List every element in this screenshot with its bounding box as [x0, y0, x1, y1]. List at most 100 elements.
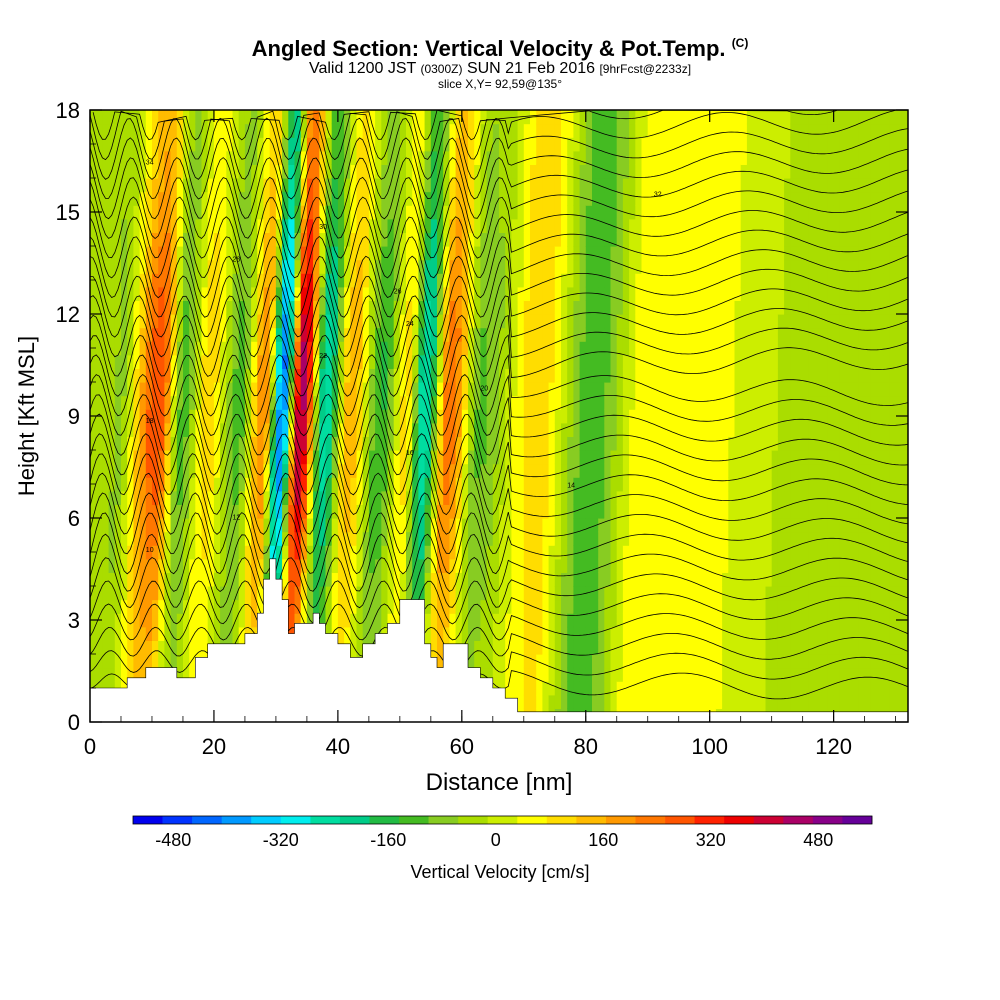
velocity-cell [585, 205, 593, 220]
velocity-cell [629, 667, 636, 682]
velocity-cell [139, 640, 147, 655]
velocity-cell [722, 572, 729, 587]
velocity-cell [406, 518, 413, 533]
velocity-cell [573, 572, 581, 587]
velocity-cell [164, 436, 172, 451]
velocity-cell [461, 123, 469, 138]
velocity-cell [561, 545, 568, 560]
velocity-cell [492, 395, 500, 410]
velocity-cell [765, 341, 773, 356]
velocity-cell [480, 341, 488, 356]
velocity-cell [443, 450, 450, 465]
velocity-cell [585, 531, 593, 546]
velocity-cell [697, 191, 705, 206]
velocity-cell [542, 150, 550, 165]
velocity-cell [722, 422, 729, 437]
velocity-cell [771, 368, 779, 383]
velocity-cell [740, 409, 748, 424]
velocity-cell [585, 218, 593, 233]
velocity-cell [108, 558, 116, 573]
velocity-cell [350, 531, 358, 546]
velocity-cell [133, 382, 141, 397]
velocity-cell [468, 150, 475, 165]
velocity-cell [746, 640, 754, 655]
velocity-cell [96, 463, 103, 478]
velocity-cell [604, 123, 612, 138]
velocity-cell [282, 327, 289, 342]
velocity-cell [647, 205, 655, 220]
velocity-cell [313, 586, 320, 601]
velocity-cell [567, 314, 574, 329]
velocity-cell [244, 259, 252, 274]
velocity-cell [195, 246, 203, 261]
velocity-cell [660, 341, 667, 356]
velocity-cell [530, 327, 537, 342]
velocity-cell [375, 599, 382, 614]
velocity-cell [740, 110, 748, 125]
velocity-cell [709, 463, 717, 478]
velocity-cell [232, 531, 240, 546]
velocity-cell [275, 463, 283, 478]
velocity-cell [740, 300, 748, 315]
velocity-cell [220, 137, 227, 152]
velocity-cell [207, 191, 215, 206]
velocity-cell [505, 137, 512, 152]
velocity-cell [474, 599, 481, 614]
velocity-cell [121, 150, 128, 165]
velocity-cell [164, 518, 172, 533]
velocity-cell [474, 150, 481, 165]
velocity-cell [251, 395, 258, 410]
velocity-cell [319, 110, 327, 125]
velocity-cell [511, 572, 519, 587]
velocity-cell [158, 477, 165, 492]
velocity-cell [703, 205, 711, 220]
velocity-cell [127, 640, 134, 655]
velocity-cell [616, 490, 624, 505]
velocity-cell [461, 436, 469, 451]
velocity-cell [505, 545, 512, 560]
velocity-cell [313, 477, 320, 492]
velocity-cell [362, 137, 370, 152]
velocity-cell [635, 640, 643, 655]
velocity-cell [189, 654, 196, 669]
velocity-cell [530, 246, 537, 261]
velocity-cell [455, 246, 463, 261]
velocity-cell [455, 273, 463, 288]
velocity-cell [189, 450, 196, 465]
velocity-cell [746, 178, 754, 193]
velocity-cell [449, 558, 457, 573]
velocity-cell [678, 586, 686, 601]
velocity-cell [263, 531, 271, 546]
velocity-cell [554, 341, 562, 356]
velocity-cell [145, 110, 153, 125]
velocity-cell [108, 450, 116, 465]
velocity-cell [213, 531, 221, 546]
velocity-cell [356, 368, 364, 383]
velocity-cell [145, 626, 153, 641]
velocity-cell [542, 246, 550, 261]
velocity-cell [598, 613, 605, 628]
velocity-cell [269, 286, 277, 301]
velocity-cell [437, 422, 444, 437]
velocity-cell [344, 246, 351, 261]
velocity-cell [424, 123, 432, 138]
velocity-cell [263, 436, 271, 451]
velocity-cell [443, 246, 450, 261]
velocity-cell [189, 178, 196, 193]
velocity-cell [449, 395, 457, 410]
velocity-cell [684, 300, 692, 315]
velocity-cell [647, 286, 655, 301]
velocity-cell [598, 490, 605, 505]
velocity-cell [313, 327, 320, 342]
velocity-cell [437, 654, 444, 669]
velocity-cell [759, 558, 767, 573]
velocity-cell [610, 178, 618, 193]
velocity-cell [592, 545, 599, 560]
velocity-cell [275, 395, 283, 410]
velocity-cell [152, 572, 159, 587]
velocity-cell [437, 572, 444, 587]
velocity-cell [368, 477, 376, 492]
velocity-cell [424, 150, 432, 165]
velocity-cell [275, 164, 283, 179]
velocity-cell [610, 531, 618, 546]
